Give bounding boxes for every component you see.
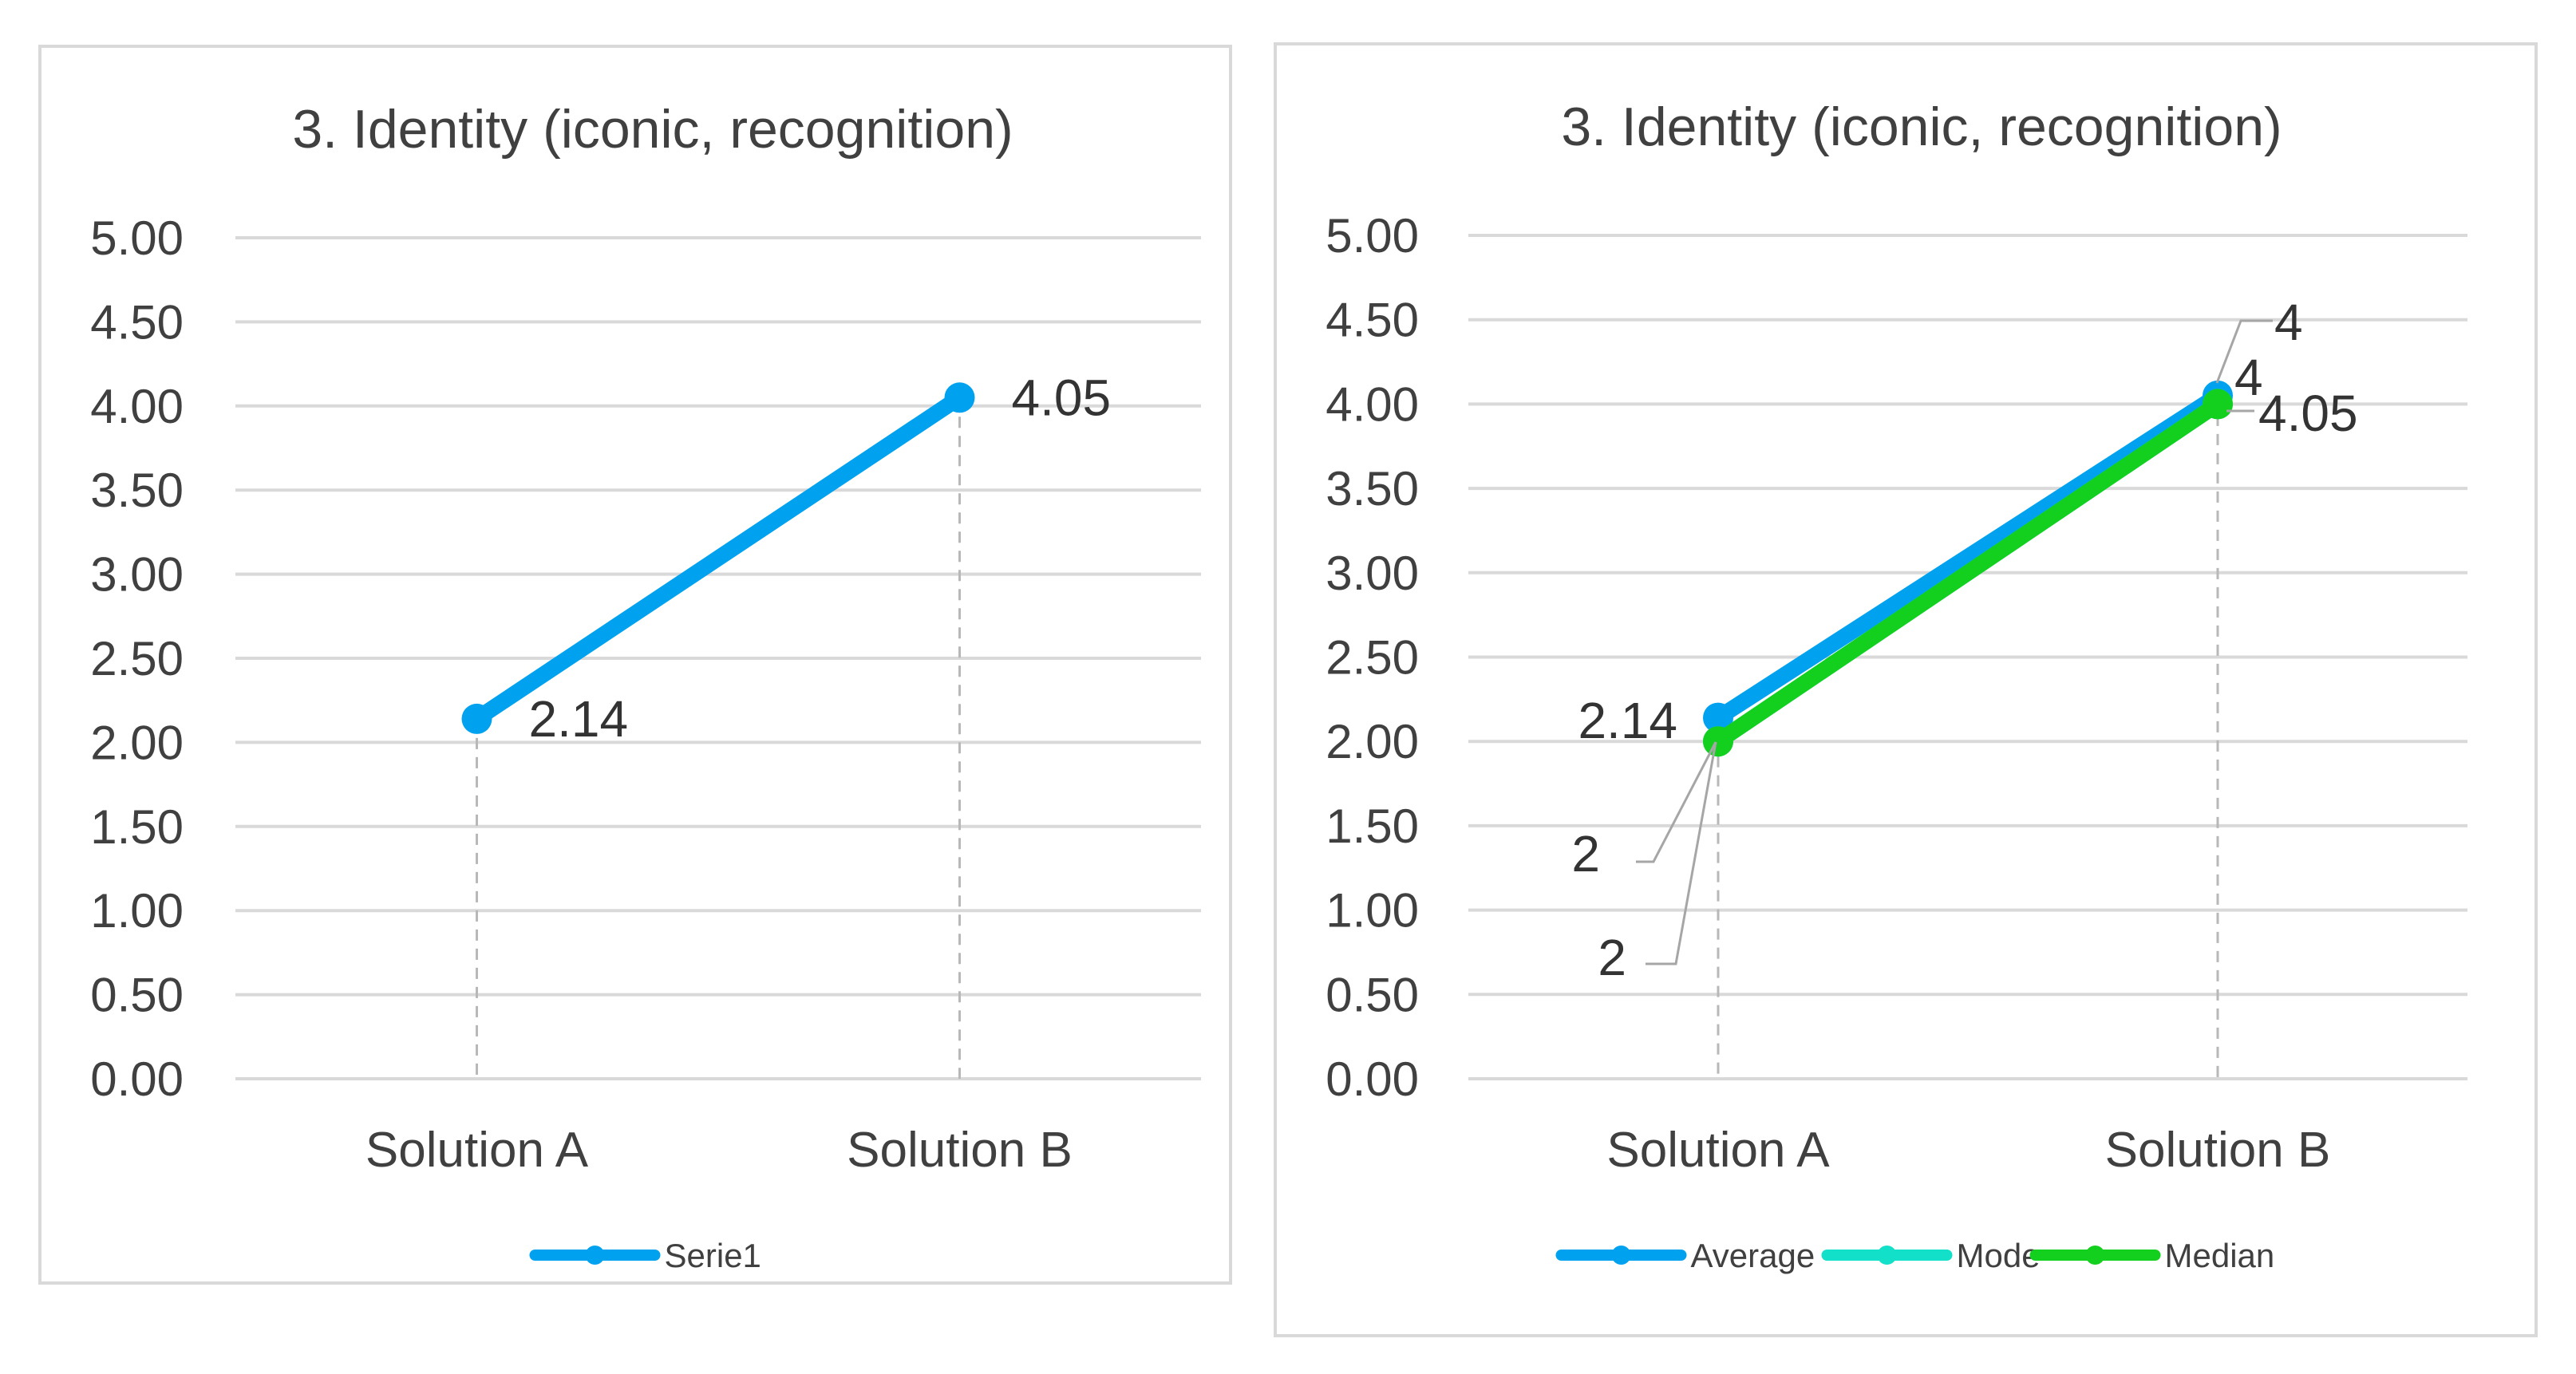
chart-frame <box>38 45 1232 1285</box>
data-label: 4.05 <box>2258 385 2358 442</box>
legend-label: Median <box>2165 1237 2275 1274</box>
y-tick-label: 4.00 <box>1326 377 1419 431</box>
legend-label: Serie1 <box>665 1237 761 1274</box>
y-tick-label: 0.00 <box>1326 1052 1419 1106</box>
data-label: 4.05 <box>1012 369 1112 426</box>
y-tick-label: 0.50 <box>1326 968 1419 1021</box>
data-label: 4 <box>2234 349 2263 406</box>
y-tick-label: 4.50 <box>90 295 184 349</box>
data-label: 2.14 <box>529 690 629 748</box>
series-line-median <box>1710 396 2226 750</box>
label-leader-line <box>1646 741 1717 965</box>
y-tick-label: 3.50 <box>1326 462 1419 515</box>
data-label: 4 <box>2274 294 2303 351</box>
data-label: 2 <box>1571 825 1600 882</box>
legend-label: Mode <box>1957 1237 2041 1274</box>
data-label: 2 <box>1598 929 1626 986</box>
series-line-serie1 <box>468 389 968 727</box>
y-tick-label: 5.00 <box>90 211 184 265</box>
series-line-average <box>1710 387 2226 726</box>
y-tick-label: 0.00 <box>90 1052 184 1106</box>
data-point-serie1 <box>461 703 492 734</box>
chart-panel-2: 3. Identity (iconic, recognition) 5.00 4.5… <box>1274 42 2538 1337</box>
y-tick-label: 5.00 <box>1326 209 1419 263</box>
data-label: 2.14 <box>1578 692 1677 749</box>
y-tick-label: 1.00 <box>90 884 184 938</box>
x-category-label: Solution B <box>847 1123 1073 1178</box>
x-category-label: Solution B <box>2105 1123 2331 1178</box>
y-tick-label: 3.00 <box>90 548 184 602</box>
y-tick-label: 2.00 <box>90 716 184 769</box>
y-tick-label: 2.50 <box>90 632 184 685</box>
chart-frame <box>1274 42 2538 1337</box>
data-point-average <box>1703 702 1733 733</box>
y-tick-label: 1.50 <box>90 800 184 854</box>
legend-swatch-marker <box>1877 1246 1897 1265</box>
chart-title: 3. Identity (iconic, recognition) <box>292 99 1013 160</box>
legend-item-average: Average <box>1555 1237 1815 1274</box>
y-tick-label: 3.00 <box>1326 547 1419 600</box>
y-tick-label: 4.00 <box>90 380 184 433</box>
legend-swatch-marker <box>1611 1246 1631 1265</box>
data-point-median <box>2203 389 2233 420</box>
legend-item-serie1: Serie1 <box>529 1237 761 1274</box>
label-leader-line <box>1636 741 1717 863</box>
y-tick-label: 4.50 <box>1326 294 1419 347</box>
y-tick-label: 0.50 <box>90 969 184 1022</box>
chart-panel-1: 3. Identity (iconic, recognition) 5.00 4.5… <box>38 45 1232 1285</box>
y-tick-label: 2.50 <box>1326 631 1419 685</box>
data-point-serie1 <box>944 382 975 413</box>
y-tick-label: 1.00 <box>1326 884 1419 938</box>
y-tick-label: 1.50 <box>1326 800 1419 853</box>
legend-item-median: Median <box>2029 1237 2275 1274</box>
data-point-median <box>1703 726 1733 757</box>
label-leader-line <box>2215 319 2273 384</box>
y-tick-label: 2.00 <box>1326 715 1419 768</box>
x-category-label: Solution A <box>365 1123 589 1178</box>
y-tick-label: 3.50 <box>90 464 184 517</box>
legend-label: Average <box>1691 1237 1815 1274</box>
legend-swatch-marker <box>585 1246 605 1265</box>
chart-title: 3. Identity (iconic, recognition) <box>1561 97 2282 157</box>
legend-swatch-marker <box>2085 1246 2105 1265</box>
legend-item-mode: Mode <box>1821 1237 2041 1274</box>
x-category-label: Solution A <box>1606 1123 1830 1178</box>
